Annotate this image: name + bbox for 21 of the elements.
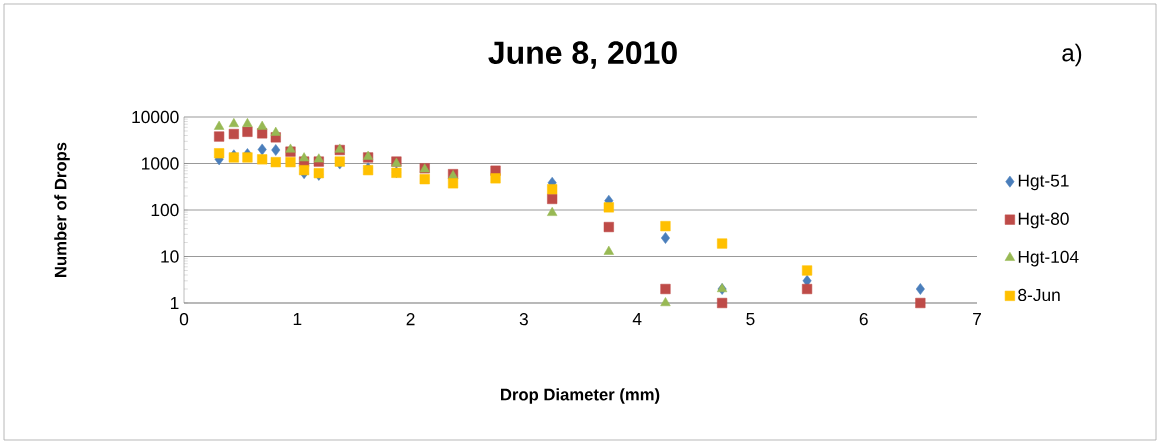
x-tick-label: 2 <box>406 313 415 326</box>
y-tick-label: 10 <box>161 250 179 263</box>
x-tick-label: 3 <box>519 313 528 326</box>
chart-title: June 8, 2010 <box>488 41 677 69</box>
y-tick-label: 1 <box>170 297 179 309</box>
y-tick-label: 10000 <box>132 110 179 124</box>
x-tick-label: 6 <box>859 313 868 326</box>
legend-label: Hgt-51 <box>1018 174 1069 191</box>
text: a) <box>1062 43 1082 67</box>
x-tick-label: 5 <box>746 313 755 326</box>
legend-label: Hgt-80 <box>1018 212 1069 229</box>
x-tick-label: 4 <box>632 313 642 325</box>
y-axis-title: Number of Drops <box>54 142 70 277</box>
x-axis-title: Drop Diameter (mm) <box>501 388 660 404</box>
y-tick-label: 100 <box>151 203 179 217</box>
legend-label: Hgt-104 <box>1018 250 1079 267</box>
x-tick-label: 1 <box>293 313 302 325</box>
x-tick-label: 0 <box>179 313 189 326</box>
y-tick-label: 1000 <box>142 157 179 170</box>
x-tick-label: 7 <box>973 313 981 325</box>
legend-label: 8-Jun <box>1018 288 1060 302</box>
